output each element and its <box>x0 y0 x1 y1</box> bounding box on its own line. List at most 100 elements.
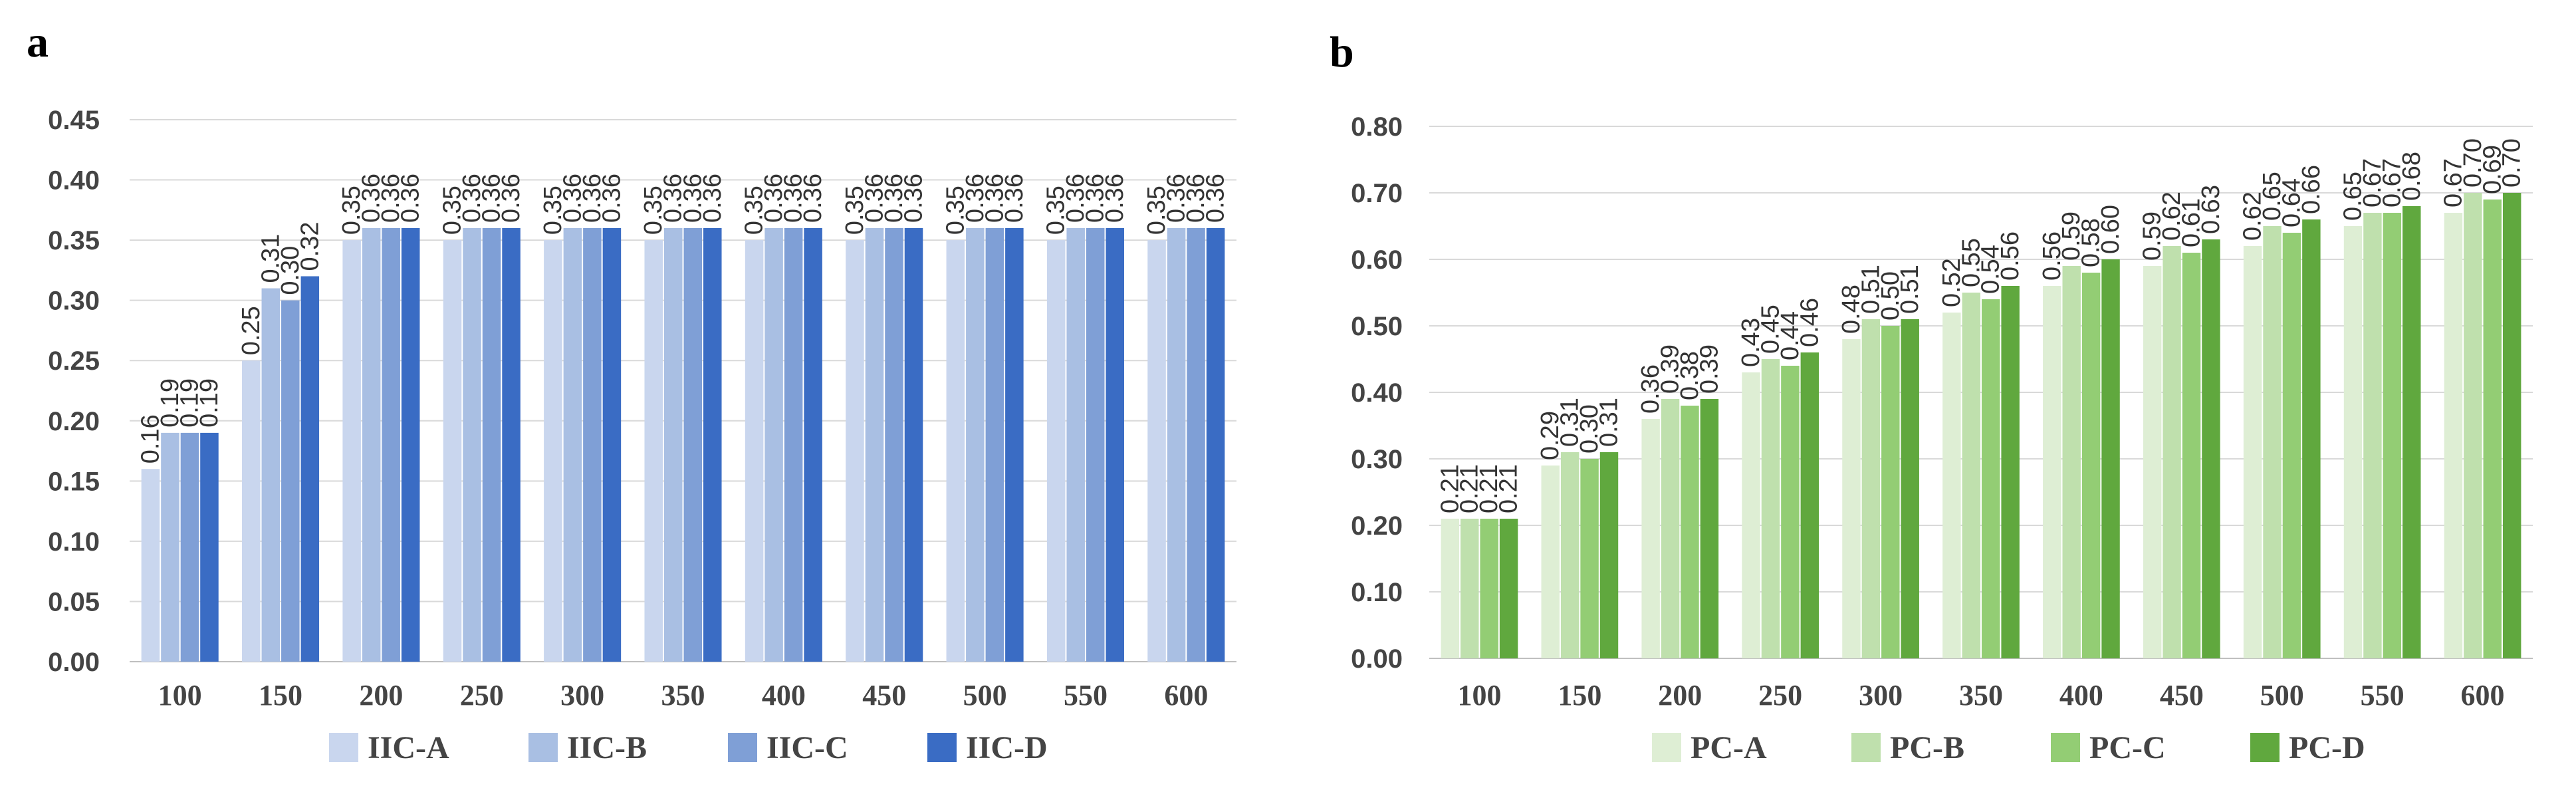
bar-IIC-B-500 <box>966 228 985 662</box>
y-tick-label: 0.00 <box>48 648 100 677</box>
data-label-PC-C-400: 0.58 <box>2077 218 2105 267</box>
data-label-PC-C-500: 0.64 <box>2278 178 2305 227</box>
data-label-IIC-D-550: 0.36 <box>1101 174 1129 223</box>
data-label-IIC-A-600: 0.35 <box>1143 186 1171 235</box>
data-label-PC-B-150: 0.31 <box>1556 398 1584 447</box>
y-tick-label: 0.30 <box>48 287 100 316</box>
bar-IIC-D-500 <box>1005 228 1024 662</box>
bar-PC-D-300 <box>1901 319 1919 658</box>
legend-item-IIC-B: IIC-B <box>528 730 647 765</box>
x-tick-label: 250 <box>460 679 504 712</box>
x-tick-label: 550 <box>1064 679 1108 712</box>
data-label-IIC-B-250: 0.36 <box>458 174 486 223</box>
data-label-PC-C-450: 0.61 <box>2178 198 2206 247</box>
bar-IIC-C-350 <box>683 228 703 662</box>
data-label-IIC-A-550: 0.35 <box>1042 186 1070 235</box>
y-tick-label: 0.80 <box>1351 112 1403 142</box>
data-label-IIC-A-200: 0.35 <box>338 186 366 235</box>
bar-IIC-D-100 <box>200 432 219 662</box>
data-label-PC-C-300: 0.50 <box>1877 271 1905 321</box>
bar-IIC-B-200 <box>362 228 381 662</box>
data-label-IIC-B-200: 0.36 <box>358 174 386 223</box>
bar-PC-A-200 <box>1641 419 1660 658</box>
bar-PC-D-550 <box>2402 206 2421 658</box>
data-label-IIC-B-150: 0.31 <box>257 234 285 283</box>
bar-PC-C-600 <box>2483 200 2502 658</box>
data-label-IIC-D-150: 0.32 <box>296 221 324 271</box>
legend-swatch <box>1652 733 1681 762</box>
data-label-PC-B-350: 0.55 <box>1957 238 1985 287</box>
bar-IIC-D-550 <box>1106 228 1124 662</box>
bar-IIC-C-150 <box>281 300 300 662</box>
data-label-IIC-A-300: 0.35 <box>539 186 567 235</box>
bar-IIC-C-450 <box>885 228 903 662</box>
legend-swatch <box>927 733 957 762</box>
bar-PC-C-250 <box>1781 366 1800 658</box>
x-tick-label: 400 <box>762 679 806 712</box>
bar-PC-A-250 <box>1742 372 1760 658</box>
bar-PC-B-100 <box>1461 519 1479 658</box>
y-tick-label: 0.25 <box>48 346 100 376</box>
bar-IIC-C-300 <box>583 228 602 662</box>
legend-item-PC-B: PC-B <box>1851 730 1964 765</box>
bar-PC-A-150 <box>1541 466 1560 658</box>
x-tick-label: 450 <box>862 679 906 712</box>
x-tick-label: 600 <box>2461 679 2505 712</box>
bar-IIC-A-300 <box>544 240 562 662</box>
legend-label: IIC-D <box>966 730 1048 765</box>
bar-PC-C-400 <box>2081 273 2101 658</box>
bar-PC-D-450 <box>2202 239 2220 658</box>
y-tick-label: 0.10 <box>48 527 100 557</box>
data-label-PC-B-200: 0.39 <box>1657 344 1685 394</box>
data-label-IIC-C-500: 0.36 <box>981 174 1008 223</box>
data-label-PC-A-150: 0.29 <box>1536 411 1564 460</box>
data-label-PC-A-350: 0.52 <box>1938 258 1966 307</box>
bar-IIC-B-400 <box>764 228 783 662</box>
bar-PC-D-250 <box>1800 352 1819 658</box>
legend-swatch <box>2051 733 2080 762</box>
data-label-IIC-D-350: 0.36 <box>699 174 727 223</box>
bar-PC-C-150 <box>1580 459 1599 658</box>
bar-PC-C-450 <box>2182 253 2201 658</box>
bar-IIC-D-400 <box>804 228 822 662</box>
data-label-IIC-D-500: 0.36 <box>1000 174 1028 223</box>
bar-PC-A-600 <box>2444 213 2463 658</box>
panel-letter-b: b <box>1330 28 1354 76</box>
data-label-IIC-B-550: 0.36 <box>1062 174 1090 223</box>
bar-IIC-B-350 <box>663 228 683 662</box>
x-tick-label: 200 <box>1658 679 1702 712</box>
y-tick-label: 0.40 <box>48 166 100 196</box>
data-label-PC-A-250: 0.43 <box>1737 318 1765 367</box>
y-tick-label: 0.50 <box>1351 312 1403 341</box>
bar-IIC-B-150 <box>261 288 281 662</box>
legend-item-PC-A: PC-A <box>1652 730 1767 765</box>
legend-swatch <box>329 733 358 762</box>
bar-PC-C-300 <box>1881 326 1900 658</box>
legend-item-PC-D: PC-D <box>2250 730 2365 765</box>
legend-label: PC-B <box>1890 730 1964 765</box>
x-tick-label: 500 <box>963 679 1007 712</box>
bar-PC-A-500 <box>2243 246 2262 658</box>
data-label-IIC-A-450: 0.35 <box>841 186 869 235</box>
bar-PC-C-100 <box>1480 519 1498 658</box>
bar-IIC-C-550 <box>1086 228 1105 662</box>
data-label-PC-C-350: 0.54 <box>1977 245 2005 294</box>
x-tick-label: 550 <box>2361 679 2404 712</box>
data-label-IIC-D-600: 0.36 <box>1202 174 1230 223</box>
data-label-IIC-C-200: 0.36 <box>377 174 405 223</box>
y-tick-label: 0.40 <box>1351 378 1403 408</box>
bar-IIC-D-250 <box>502 228 521 662</box>
data-label-IIC-B-600: 0.36 <box>1163 174 1191 223</box>
data-label-PC-A-300: 0.48 <box>1837 285 1865 334</box>
data-label-IIC-C-450: 0.36 <box>880 174 908 223</box>
data-label-IIC-C-100: 0.19 <box>176 378 203 428</box>
bar-IIC-C-500 <box>985 228 1004 662</box>
data-label-PC-C-150: 0.30 <box>1576 404 1603 454</box>
bar-PC-A-550 <box>2343 226 2363 658</box>
data-label-IIC-A-100: 0.16 <box>136 414 164 464</box>
data-label-PC-D-200: 0.39 <box>1695 344 1723 394</box>
y-tick-label: 0.10 <box>1351 578 1403 607</box>
bar-PC-C-350 <box>1982 299 2000 658</box>
data-label-PC-D-550: 0.68 <box>2398 152 2426 201</box>
